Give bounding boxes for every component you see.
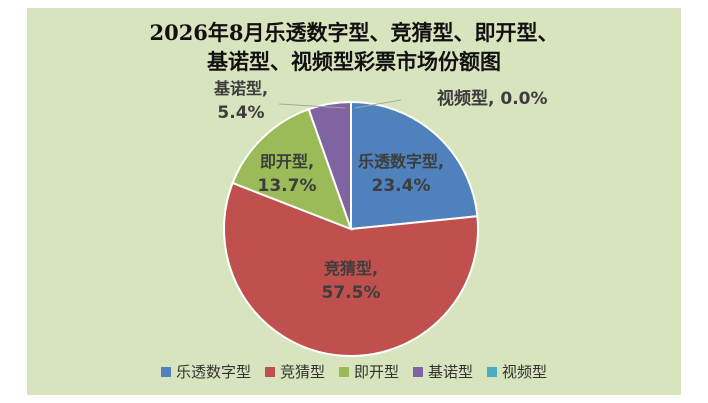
legend-item: 竞猜型	[264, 361, 325, 382]
legend-label: 即开型	[353, 363, 399, 381]
data-label: 乐透数字型, 23.4%	[358, 152, 444, 196]
chart-title-line-2: 基诺型、视频型彩票市场份额图	[207, 49, 501, 74]
legend-item: 视频型	[487, 361, 547, 382]
legend-label: 视频型	[502, 363, 548, 381]
leader-line	[278, 103, 346, 109]
legend-label: 竞猜型	[279, 363, 325, 381]
chart-title-line-1: 2026年8月乐透数字型、竞猜型、即开型、	[149, 20, 559, 45]
legend-swatch	[413, 366, 423, 377]
legend-swatch	[487, 366, 498, 377]
data-label: 视频型, 0.0%	[437, 88, 548, 109]
pie-slice	[223, 181, 479, 357]
legend-swatch	[264, 366, 275, 377]
legend-item: 即开型	[338, 361, 399, 382]
pie-slice	[350, 100, 479, 231]
legend-item: 基诺型	[413, 361, 473, 382]
legend-label: 基诺型	[428, 363, 474, 381]
leader-line	[354, 99, 402, 109]
chart-title: 2026年8月乐透数字型、竞猜型、即开型、 基诺型、视频型彩票市场份额图	[27, 18, 681, 76]
chart-legend: 乐透数字型 竞猜型 即开型 基诺型 视频型	[27, 361, 681, 382]
pie-slice	[307, 100, 352, 230]
legend-item: 乐透数字型	[160, 361, 251, 382]
data-label: 即开型, 13.7%	[258, 152, 317, 196]
legend-swatch	[338, 366, 349, 377]
pie-slice	[231, 107, 353, 231]
data-label: 竞猜型, 57.5%	[322, 259, 381, 303]
pie-chart: 乐透数字型, 23.4% 竞猜型, 57.5% 即开型, 13.7% 基诺型, 5.4% 视频型…	[213, 79, 548, 357]
chart-area: 2026年8月乐透数字型、竞猜型、即开型、 基诺型、视频型彩票市场份额图 乐透数…	[27, 8, 681, 395]
data-label: 基诺型, 5.4%	[213, 79, 268, 123]
legend-swatch	[160, 366, 171, 377]
legend-label: 乐透数字型	[175, 363, 251, 381]
